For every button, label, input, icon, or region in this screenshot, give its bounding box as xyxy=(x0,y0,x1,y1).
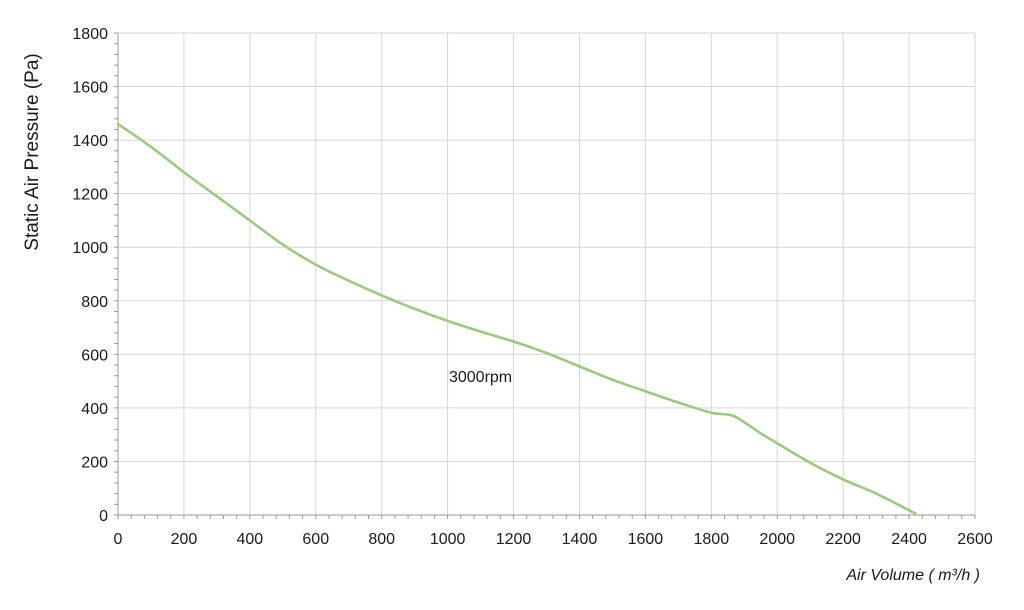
y-tick-labels: 0 200 400 600 800 1000 1200 1400 1600 1800 xyxy=(72,26,108,525)
x-tick-label: 1000 xyxy=(430,531,466,548)
x-tick-label: 1400 xyxy=(562,531,598,548)
x-tick-label: 2600 xyxy=(957,531,993,548)
x-axis-title: Air Volume ( m³/h ) xyxy=(845,567,980,584)
y-tick-label: 1400 xyxy=(72,133,108,150)
x-tick-label: 800 xyxy=(368,531,395,548)
y-tick-label: 1600 xyxy=(72,80,108,97)
x-tick-label: 1800 xyxy=(694,531,730,548)
x-tick-label: 400 xyxy=(236,531,263,548)
axes xyxy=(117,33,975,516)
y-tick-label: 400 xyxy=(81,401,108,418)
y-tick-label: 0 xyxy=(99,508,108,525)
x-tick-label: 2200 xyxy=(825,531,861,548)
y-axis-title: Static Air Pressure (Pa) xyxy=(22,53,43,250)
x-tick-label: 2000 xyxy=(759,531,795,548)
y-tick-label: 600 xyxy=(81,347,108,364)
x-tick-label: 200 xyxy=(171,531,198,548)
y-tick-label: 1200 xyxy=(72,187,108,204)
curve-annotation: 3000rpm xyxy=(449,369,512,386)
y-tick-label: 1000 xyxy=(72,240,108,257)
x-tick-label: 2400 xyxy=(891,531,927,548)
series-line xyxy=(116,122,917,515)
series xyxy=(116,122,917,515)
annotations: 3000rpm xyxy=(449,369,512,386)
y-tick-label: 800 xyxy=(81,294,108,311)
y-tick-label: 200 xyxy=(81,454,108,471)
x-tick-labels: 0 200 400 600 800 1000 1200 1400 1600 1800 2000 220… xyxy=(114,531,993,548)
grid xyxy=(118,32,976,515)
y-tick-label: 1800 xyxy=(72,26,108,43)
x-tick-label: 1200 xyxy=(496,531,532,548)
x-tick-label: 1600 xyxy=(628,531,664,548)
x-tick-label: 0 xyxy=(114,531,123,548)
x-tick-label: 600 xyxy=(302,531,329,548)
minor-ticks xyxy=(114,32,976,519)
